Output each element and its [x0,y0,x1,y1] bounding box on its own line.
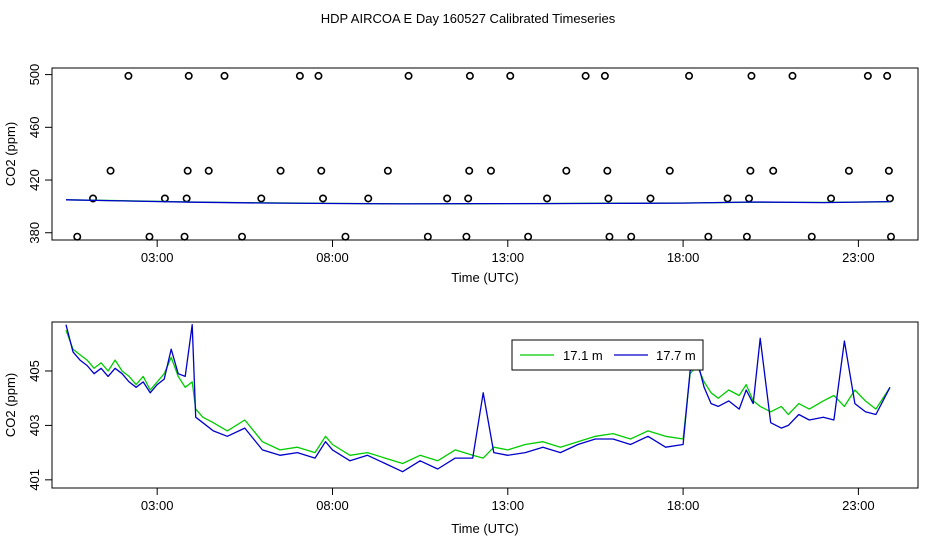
calibration-point [317,166,326,175]
x-tick-label: 13:00 [492,250,525,265]
calibration-point [745,194,754,203]
calibration-point [747,71,756,80]
panel-bottom: 03:00 08:00 13:00 18:00 23:00 401 403 405 Time … [3,321,919,536]
calibration-point [723,194,732,203]
calibration-point [319,194,328,203]
calibration-point [646,194,655,203]
calibration-point [562,166,571,175]
y-tick-label: 403 [27,415,42,437]
legend: 17.1 m 17.7 m [511,339,704,371]
calibration-point [89,194,98,203]
calibration-point [600,71,609,80]
x-tick-label: 23:00 [842,498,875,513]
calibration-point [462,232,471,241]
calibration-point [383,166,392,175]
calibration-point [885,194,894,203]
y-tick-label: 380 [27,222,42,244]
calibration-point [807,232,816,241]
y-axis-label: CO2 (ppm) [3,122,18,186]
calibration-point [788,71,797,80]
calibration-point [524,232,533,241]
calibration-point [863,71,872,80]
plot-area [65,324,891,473]
calibration-point [605,232,614,241]
legend-label-17-1m: 17.1 m [563,348,603,363]
calibration-point [883,71,892,80]
calibration-point [603,166,612,175]
x-tick-label: 08:00 [316,498,349,513]
figure-title: HDP AIRCOA E Day 160527 Calibrated Times… [321,11,616,26]
calibration-point [884,166,893,175]
plot-frame [51,321,919,489]
calibration-point [887,232,896,241]
calibration-point [238,232,247,241]
y-tick-label: 401 [27,469,42,491]
x-tick-label: 13:00 [492,498,525,513]
calibration-point [627,232,636,241]
axes: 03:00 08:00 13:00 18:00 23:00 401 403 405 [27,360,875,513]
calibration-point [73,232,82,241]
calibration-point [465,71,474,80]
calibration-point [443,194,452,203]
calibration-point [746,166,755,175]
calibration-point [180,232,189,241]
calibration-point [742,232,751,241]
calibration-point [124,71,133,80]
calibration-point [295,71,304,80]
y-tick-label: 420 [27,169,42,191]
calibration-point [704,232,713,241]
calibration-point [506,71,515,80]
calibration-point [404,71,413,80]
calibration-point [204,166,213,175]
y-tick-label: 405 [27,360,42,382]
x-axis-label: Time (UTC) [451,270,518,285]
y-axis-label: CO2 (ppm) [3,373,18,437]
calibration-point [844,166,853,175]
calibration-point [257,194,266,203]
legend-box [511,339,704,371]
calibration-point [465,166,474,175]
x-axis-label: Time (UTC) [451,521,518,536]
calibration-point [182,194,191,203]
calibration-point [769,166,778,175]
plot-frame [51,67,919,241]
plot-area [65,71,896,241]
y-tick-label: 500 [27,64,42,86]
axes: 03:00 08:00 13:00 18:00 23:00 380 420 460 500 [27,64,875,265]
calibration-point [364,194,373,203]
calibration-point [665,166,674,175]
calibration-point [341,232,350,241]
series-line-17-1-m [65,329,891,465]
x-tick-label: 23:00 [842,250,875,265]
x-tick-label: 18:00 [667,498,700,513]
x-tick-label: 18:00 [667,250,700,265]
calibration-point [160,194,169,203]
series-line-17-7-m [65,324,891,473]
calibration-point [106,166,115,175]
calibration-point [543,194,552,203]
calibration-point [314,71,323,80]
legend-label-17-7m: 17.7 m [656,348,696,363]
calibration-point [827,194,836,203]
x-tick-label: 08:00 [316,250,349,265]
calibration-point [685,71,694,80]
calibration-point [464,194,473,203]
calibration-point [581,71,590,80]
calibration-point [276,166,285,175]
x-tick-label: 03:00 [141,498,174,513]
series-line-17-7-m [65,199,891,205]
calibration-point [604,194,613,203]
x-tick-label: 03:00 [141,250,174,265]
calibration-point [184,71,193,80]
calibration-point [220,71,229,80]
y-tick-label: 460 [27,116,42,138]
calibration-point [423,232,432,241]
panel-top: 03:00 08:00 13:00 18:00 23:00 380 420 460 500 Ti… [3,64,919,285]
calibration-point [183,166,192,175]
calibration-point [486,166,495,175]
calibration-point [145,232,154,241]
